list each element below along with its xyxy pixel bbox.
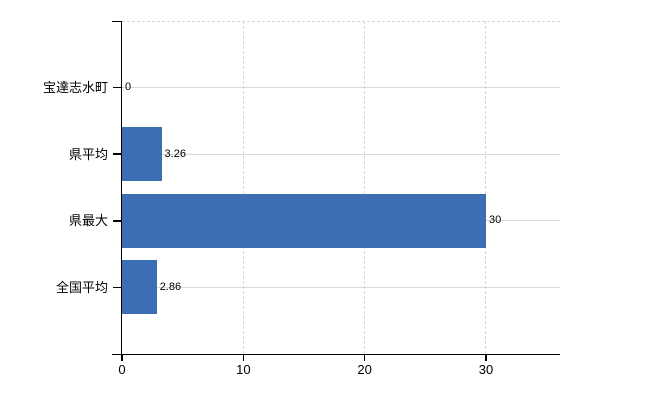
- y-axis-top-tick: [112, 20, 122, 22]
- bar-2: [122, 193, 486, 248]
- y-axis-tick: [113, 86, 122, 89]
- h-gridline: [122, 153, 560, 155]
- x-tick-label: 0: [118, 362, 126, 377]
- category-label: 宝達志水町: [42, 80, 108, 96]
- bar-value-label: 3.26: [164, 147, 186, 160]
- bar-value-label: 30: [488, 214, 502, 227]
- x-tick-label: 30: [478, 362, 494, 377]
- v-gridline: [242, 21, 244, 354]
- plot-top-border: [122, 21, 560, 22]
- h-gridline: [122, 286, 560, 288]
- v-gridline: [364, 21, 366, 354]
- v-gridline: [485, 21, 487, 354]
- bar-value-label: 2.86: [159, 280, 182, 293]
- x-axis-tick: [485, 355, 487, 361]
- x-axis-tick: [242, 355, 245, 361]
- x-axis-tick: [363, 355, 366, 361]
- h-gridline: [122, 87, 560, 89]
- y-axis-tick: [113, 153, 122, 155]
- x-tick-label: 10: [236, 362, 251, 377]
- x-axis-tick: [121, 355, 123, 361]
- category-label: 県平均: [68, 146, 108, 162]
- bar-3: [122, 260, 157, 315]
- bar-1: [122, 127, 162, 182]
- y-axis: [120, 21, 122, 354]
- y-axis-tick: [113, 220, 122, 222]
- bar-value-label: 0: [125, 81, 132, 94]
- x-tick-label: 20: [357, 362, 372, 377]
- category-label: 県最大: [68, 213, 108, 229]
- category-label: 全国平均: [55, 279, 108, 295]
- y-axis-tick: [113, 286, 122, 289]
- x-axis: [112, 353, 560, 355]
